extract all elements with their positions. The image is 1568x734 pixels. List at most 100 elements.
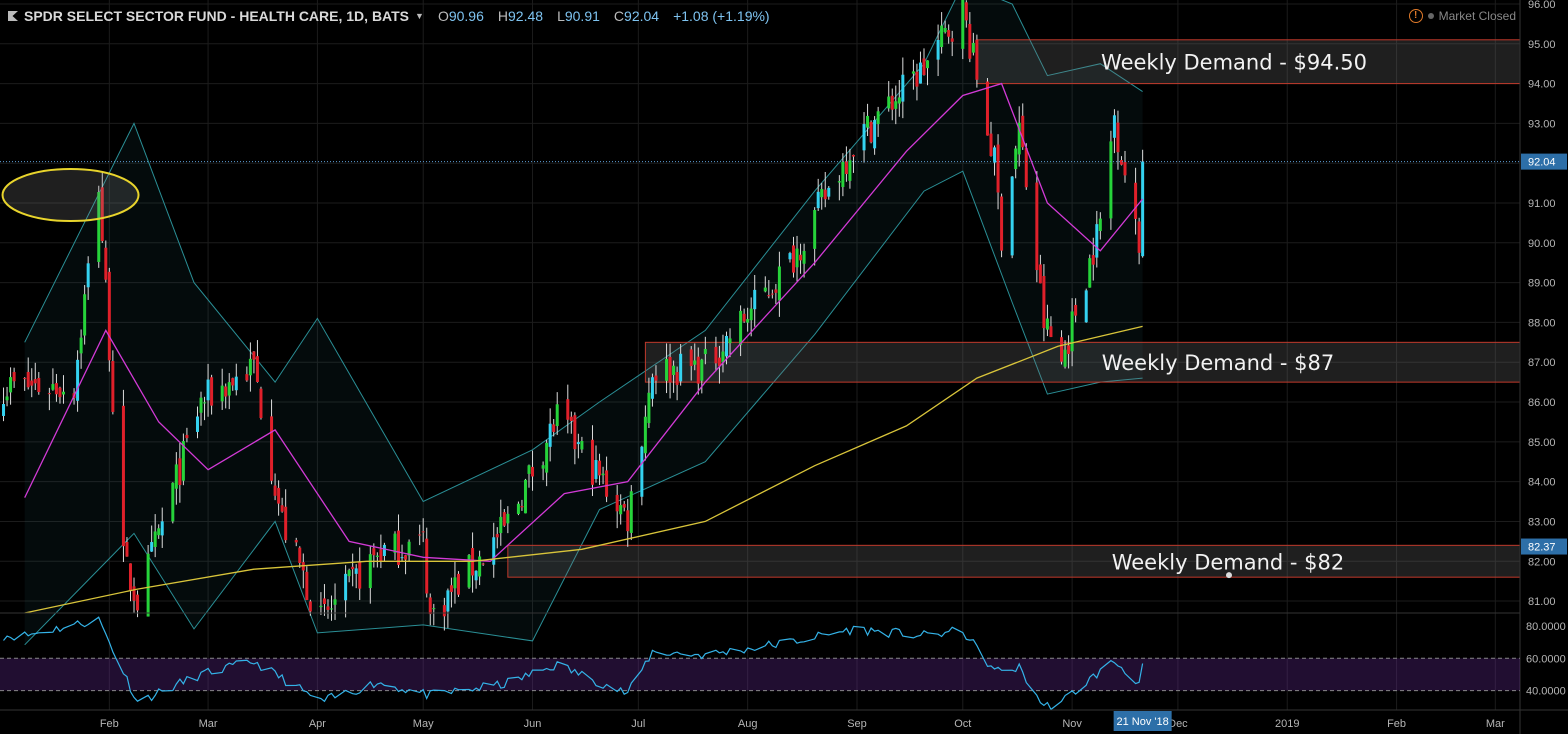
rsi-tick-label: 40.0000 <box>1526 686 1566 698</box>
candle-body <box>721 351 725 363</box>
candle-body <box>1017 122 1021 155</box>
candle-body <box>848 160 852 181</box>
candle-body <box>1088 258 1092 288</box>
candle-body <box>894 101 898 109</box>
zone-anchor-dot <box>1226 572 1232 579</box>
candle-body <box>665 358 669 381</box>
candle-body <box>418 534 422 536</box>
price-tick-label: 85.00 <box>1528 437 1556 449</box>
candle-body <box>344 573 348 601</box>
candle-body <box>474 570 478 581</box>
candle-body <box>915 71 919 87</box>
candle-body <box>26 371 30 388</box>
exclamation-icon[interactable]: ! <box>1408 9 1423 23</box>
candle-body <box>97 192 101 262</box>
status-dot-icon <box>1427 13 1434 19</box>
candle-body <box>799 254 803 261</box>
candle-body <box>231 378 235 386</box>
candle-body <box>255 356 259 382</box>
candle-body <box>58 387 62 398</box>
candle-body <box>379 549 383 562</box>
candle-body <box>121 405 125 547</box>
candle-body <box>1038 264 1042 284</box>
candle-body <box>890 95 894 110</box>
candle-body <box>227 382 231 396</box>
candle-body <box>467 555 471 588</box>
candle-body <box>943 27 947 33</box>
candle-body <box>61 391 65 395</box>
candle-body <box>1021 115 1025 148</box>
candle-body <box>774 289 778 293</box>
candle-body <box>866 115 870 128</box>
candle-body <box>985 81 989 136</box>
candle-body <box>615 494 619 512</box>
demand-zone-label-2: Weekly Demand - $82 <box>1112 550 1345 574</box>
candle-body <box>428 597 432 615</box>
candle-body <box>580 441 584 450</box>
candle-body <box>195 416 199 432</box>
chevron-down-icon[interactable]: ▼ <box>415 11 424 21</box>
candle-body <box>820 189 824 198</box>
candle-body <box>456 573 460 595</box>
candle-body <box>792 245 796 273</box>
candle-body <box>506 513 510 524</box>
candle-body <box>210 377 214 406</box>
price-tick-label: 81.00 <box>1528 596 1556 608</box>
bollinger-lower-line <box>24 170 1143 646</box>
time-tick-label: Oct <box>954 718 971 730</box>
candle-body <box>679 353 683 382</box>
high-value: 92.48 <box>508 8 544 24</box>
candle-body <box>622 503 626 508</box>
candle-body <box>245 374 249 381</box>
demand-zone-label-0: Weekly Demand - $94.50 <box>1101 51 1367 75</box>
candle-body <box>746 319 750 323</box>
candle-body <box>273 485 277 496</box>
candle-body <box>520 506 524 508</box>
candle-body <box>30 380 34 386</box>
candle-body <box>442 605 446 617</box>
candle-body <box>1014 148 1018 170</box>
candle-body <box>375 555 379 557</box>
time-tick-label: Dec <box>1168 718 1188 730</box>
candle-body <box>770 293 774 295</box>
candle-body <box>1091 255 1095 265</box>
price-tick-label: 90.00 <box>1528 238 1556 250</box>
price-tick-label: 96.00 <box>1528 0 1556 11</box>
candle-body <box>717 357 721 367</box>
candle-body <box>128 563 132 591</box>
candle-body <box>901 74 905 102</box>
candle-body <box>294 540 298 543</box>
candle-body <box>594 460 598 479</box>
candle-body <box>111 360 115 412</box>
candle-body <box>478 556 482 577</box>
sma20-line <box>24 82 1144 562</box>
candle-body <box>626 510 630 532</box>
candle-body <box>492 537 496 565</box>
candles <box>2 0 1145 631</box>
time-tick-label: Mar <box>199 718 218 730</box>
candle-body <box>650 377 654 399</box>
candle-body <box>1063 349 1067 367</box>
candle-body <box>400 557 404 559</box>
candle-body <box>1049 326 1053 338</box>
candle-body <box>425 538 429 594</box>
candle-body <box>911 71 915 74</box>
symbol-title[interactable]: SPDR SELECT SECTOR FUND - HEALTH CARE, 1… <box>24 8 410 24</box>
candle-body <box>1137 221 1141 253</box>
candle-body <box>150 542 154 552</box>
price-tick-label: 93.00 <box>1528 118 1556 130</box>
candle-body <box>160 521 164 536</box>
candle-body <box>629 491 633 533</box>
candle-body <box>816 191 820 209</box>
time-tick-label: Aug <box>738 718 758 730</box>
candle-body <box>975 39 979 80</box>
time-tick-label: Jun <box>524 718 542 730</box>
candle-body <box>573 415 577 450</box>
candle-body <box>319 605 323 608</box>
candle-body <box>961 0 965 49</box>
time-tick-label: May <box>413 718 434 730</box>
candle-body <box>1060 337 1064 362</box>
candle-body <box>259 388 263 419</box>
candle-body <box>206 379 210 401</box>
